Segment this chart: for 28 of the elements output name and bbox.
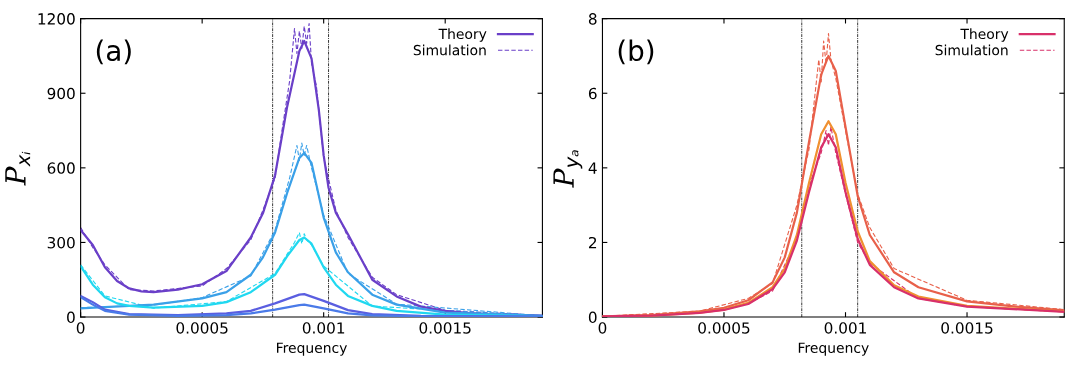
x-tick-label: 0.0005 <box>698 322 750 334</box>
y-tick-label: 0 <box>588 311 597 324</box>
x-tick-label: 0 <box>76 322 85 334</box>
y-tick-label: 4 <box>588 162 597 174</box>
x-tick-label: 0.0005 <box>176 322 228 334</box>
y-axis-title: P$_{yₐ}$ <box>553 150 583 188</box>
legend-label: Theory <box>438 28 487 42</box>
x-tick-label: 0.0015 <box>419 322 471 334</box>
y-tick-label: 900 <box>47 87 75 100</box>
y-tick-label: 1200 <box>38 13 75 25</box>
x-axis-title: Frequency <box>798 342 869 356</box>
y-tick-label: 2 <box>588 236 597 249</box>
x-tick-label: 0.001 <box>302 322 345 334</box>
y-tick-label: 0 <box>67 311 75 324</box>
annotation: (b) <box>618 39 654 65</box>
x-tick-label: 0 <box>598 322 607 334</box>
y-tick-label: 300 <box>47 236 75 249</box>
y-tick-label: 600 <box>47 162 75 174</box>
x-tick-label: 0.001 <box>824 322 866 334</box>
legend-label: Simulation <box>413 44 486 56</box>
y-axis-title: P$_{xᵢ}$ <box>5 151 31 186</box>
y-tick-label: 8 <box>588 13 597 25</box>
y-tick-label: 6 <box>588 87 597 100</box>
legend-label: Simulation <box>935 44 1008 56</box>
annotation: (a) <box>96 39 131 65</box>
x-tick-label: 0.0015 <box>941 322 993 334</box>
x-axis-title: Frequency <box>277 342 347 356</box>
legend-label: Theory <box>960 28 1009 42</box>
